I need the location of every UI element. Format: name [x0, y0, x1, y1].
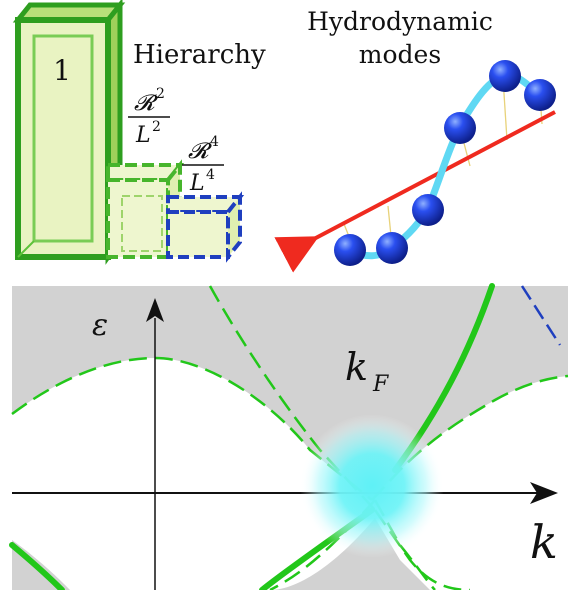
frac4-denominator: L — [189, 171, 205, 196]
ball — [412, 194, 444, 226]
energy-axis-label: ε — [92, 308, 108, 343]
fraction-r4-l4: 𝓡 4 L 4 — [182, 134, 224, 196]
propagation-arrow — [274, 110, 556, 273]
blue-dashed-mode — [520, 285, 562, 346]
ball — [334, 234, 366, 266]
frac2-num-exponent: 2 — [156, 86, 165, 102]
frac2-denominator: L — [135, 123, 151, 148]
ball — [444, 112, 476, 144]
frac2-numerator: 𝓡 — [134, 91, 158, 116]
frac4-numerator: 𝓡 — [188, 139, 212, 164]
x-axis-arrowhead — [530, 482, 558, 504]
fraction-r2-l2: 𝓡 2 L 2 — [128, 86, 170, 148]
y-axis-arrowhead — [146, 298, 164, 322]
small-box — [166, 191, 245, 263]
ball — [376, 232, 408, 264]
ball — [524, 79, 556, 111]
mass-balls — [334, 60, 556, 266]
box-label-one: 1 — [53, 54, 71, 87]
spring-chain — [346, 72, 544, 260]
fermi-momentum-label: k — [345, 345, 368, 389]
tall-box — [12, 0, 126, 265]
band-gap-region — [12, 358, 568, 590]
frac4-den-exponent: 4 — [206, 167, 215, 183]
momentum-axis-label: k — [530, 515, 558, 569]
ball — [489, 60, 521, 92]
hierarchy-title: Hierarchy — [133, 40, 266, 70]
fermi-momentum-subscript: F — [372, 372, 389, 397]
hydro-title-line1: Hydrodynamic — [307, 7, 493, 36]
hierarchy-illustration: 1 Hierarchy 𝓡 2 L 2 𝓡 4 L 4 — [12, 0, 266, 265]
band-diagram: ε k k F — [9, 283, 569, 590]
frac2-den-exponent: 2 — [152, 119, 161, 135]
hydrodynamic-modes-illustration: Hydrodynamic modes — [274, 7, 556, 273]
frac4-num-exponent: 4 — [210, 134, 219, 150]
fermi-point-glow — [300, 414, 444, 558]
hydro-title-line2: modes — [359, 40, 441, 69]
